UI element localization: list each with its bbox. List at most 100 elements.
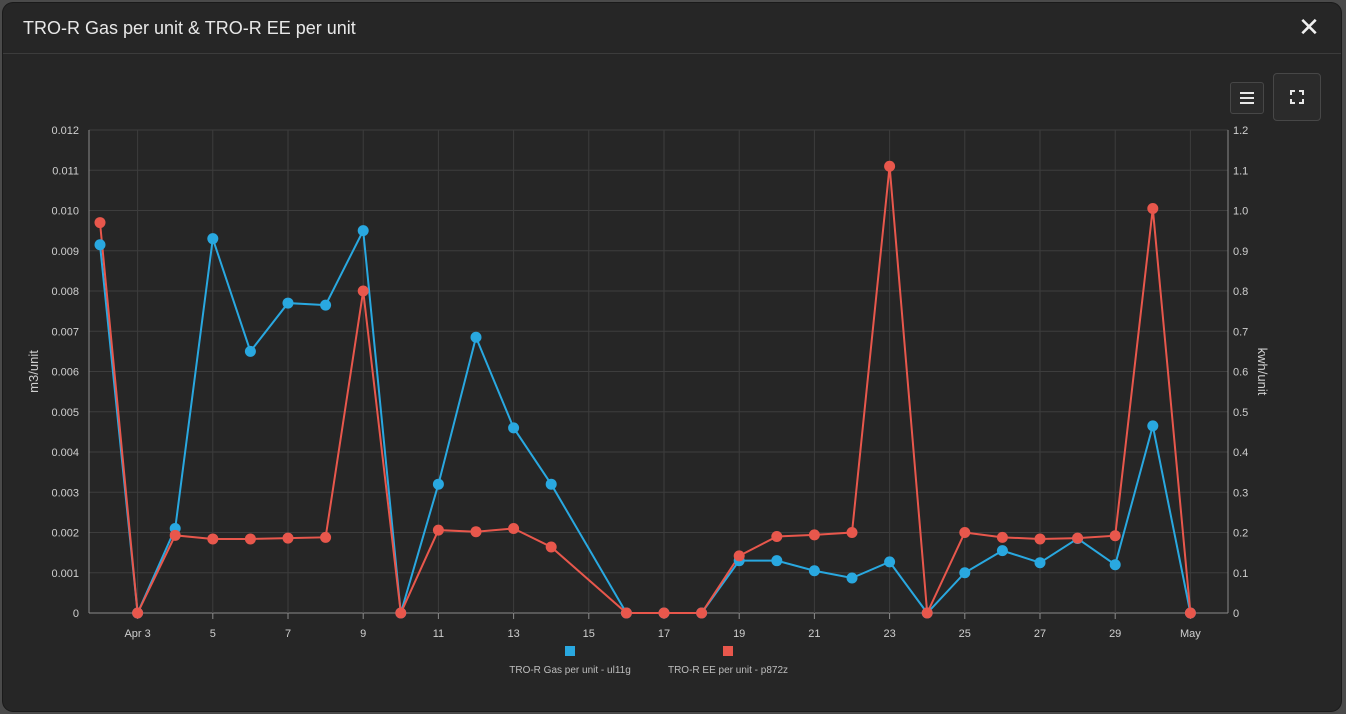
y-right-axis-title: kwh/unit	[1255, 348, 1270, 396]
data-point[interactable]	[508, 422, 520, 434]
x-tick-label: 13	[507, 628, 519, 640]
y-left-tick-label: 0.007	[51, 326, 79, 338]
y-right-tick-label: 1.1	[1233, 165, 1248, 177]
y-right-tick-label: 0.7	[1233, 326, 1248, 338]
x-tick-label: 15	[583, 628, 595, 640]
data-point[interactable]	[1034, 533, 1046, 545]
line-chart: 0 0 0.001 0.1 0.002 0.2 0.003 0.3 0.004 0.4 0.005 0…	[26, 125, 1270, 676]
series-line	[99, 166, 1192, 617]
y-left-tick-label: 0.003	[51, 487, 79, 499]
legend-marker[interactable]	[723, 646, 733, 656]
y-left-axis-title: m3/unit	[26, 350, 41, 393]
data-point[interactable]	[733, 550, 745, 562]
data-point[interactable]	[808, 565, 820, 577]
data-point[interactable]	[996, 545, 1008, 557]
data-point[interactable]	[846, 572, 858, 584]
data-point[interactable]	[244, 345, 256, 357]
data-point[interactable]	[846, 527, 858, 538]
data-point[interactable]	[282, 532, 294, 544]
data-point[interactable]	[508, 522, 520, 534]
data-point[interactable]	[432, 478, 444, 490]
data-point[interactable]	[169, 529, 181, 541]
data-point[interactable]	[470, 331, 482, 343]
data-point[interactable]	[996, 531, 1008, 543]
data-point[interactable]	[620, 607, 632, 619]
x-tick-label: 17	[658, 628, 670, 640]
data-point[interactable]	[470, 526, 482, 538]
fullscreen-button[interactable]	[1273, 73, 1321, 121]
data-point[interactable]	[884, 556, 896, 568]
data-point[interactable]	[959, 567, 971, 579]
y-left-tick-label: 0	[73, 608, 79, 620]
legend-label[interactable]: TRO-R EE per unit - p872z	[668, 665, 788, 676]
data-point[interactable]	[1109, 559, 1121, 571]
data-point[interactable]	[1147, 420, 1159, 432]
y-left-tick-label: 0.011	[52, 165, 79, 177]
data-point[interactable]	[1184, 607, 1196, 619]
data-point[interactable]	[545, 478, 557, 490]
y-right-tick-label: 0.5	[1233, 407, 1248, 419]
close-icon[interactable]: ✕	[1298, 12, 1320, 42]
chart-menu-button[interactable]	[1230, 82, 1264, 114]
data-point[interactable]	[808, 529, 820, 541]
y-right-tick-label: 0	[1233, 608, 1239, 620]
data-point[interactable]	[357, 225, 369, 237]
data-point[interactable]	[94, 217, 106, 229]
data-point[interactable]	[282, 297, 294, 309]
data-point[interactable]	[771, 555, 783, 567]
x-tick-label: Apr 3	[124, 628, 150, 640]
x-tick-label: 5	[210, 628, 216, 640]
y-left-tick-label: 0.005	[51, 407, 79, 419]
y-right-tick-label: 0.4	[1233, 447, 1248, 459]
data-point[interactable]	[207, 533, 219, 545]
data-point[interactable]	[658, 607, 670, 619]
x-tick-label: 27	[1034, 628, 1046, 640]
data-point[interactable]	[320, 531, 332, 543]
y-left-tick-label: 0.012	[51, 125, 79, 137]
series-line	[99, 227, 1192, 617]
y-left-tick-label: 0.002	[51, 528, 79, 540]
data-point[interactable]	[207, 233, 219, 245]
x-tick-label: May	[1180, 628, 1201, 640]
data-point[interactable]	[545, 541, 557, 553]
data-point[interactable]	[1072, 532, 1084, 544]
legend-marker[interactable]	[565, 646, 575, 656]
fullscreen-icon	[1290, 90, 1304, 104]
y-left-tick-label: 0.008	[51, 286, 79, 298]
x-tick-label: 21	[808, 628, 820, 640]
chart-dialog: TRO-R Gas per unit & TRO-R EE per unit ✕…	[3, 3, 1341, 711]
data-point[interactable]	[1109, 530, 1121, 542]
y-left-tick-label: 0.009	[51, 246, 79, 258]
y-right-tick-label: 0.1	[1233, 568, 1248, 580]
y-right-tick-label: 0.3	[1233, 487, 1248, 499]
dialog-titlebar: TRO-R Gas per unit & TRO-R EE per unit ✕	[3, 3, 1341, 54]
y-right-tick-label: 0.6	[1233, 367, 1248, 379]
data-point[interactable]	[1147, 202, 1159, 214]
data-point[interactable]	[1034, 557, 1046, 569]
x-tick-label: 29	[1109, 628, 1121, 640]
data-point[interactable]	[244, 533, 256, 545]
x-tick-label: 23	[883, 628, 895, 640]
data-point[interactable]	[921, 607, 933, 619]
x-tick-label: 9	[360, 628, 366, 640]
y-right-tick-label: 0.2	[1233, 528, 1248, 540]
data-point[interactable]	[320, 299, 332, 311]
y-left-tick-label: 0.010	[51, 206, 79, 218]
data-point[interactable]	[395, 607, 407, 619]
y-left-tick-label: 0.004	[51, 447, 79, 459]
legend-label[interactable]: TRO-R Gas per unit - ul11g	[509, 665, 631, 676]
y-right-tick-label: 0.9	[1233, 246, 1248, 258]
x-tick-label: 19	[733, 628, 745, 640]
data-point[interactable]	[432, 524, 444, 536]
data-point[interactable]	[132, 607, 144, 619]
data-point[interactable]	[884, 160, 896, 172]
x-tick-label: 7	[285, 628, 291, 640]
data-point[interactable]	[357, 285, 369, 297]
x-tick-label: 11	[433, 628, 444, 640]
data-point[interactable]	[771, 531, 783, 543]
y-right-tick-label: 1.0	[1233, 206, 1248, 218]
data-point[interactable]	[94, 239, 106, 251]
data-point[interactable]	[696, 607, 708, 619]
data-point[interactable]	[959, 527, 971, 538]
x-tick-label: 25	[959, 628, 971, 640]
